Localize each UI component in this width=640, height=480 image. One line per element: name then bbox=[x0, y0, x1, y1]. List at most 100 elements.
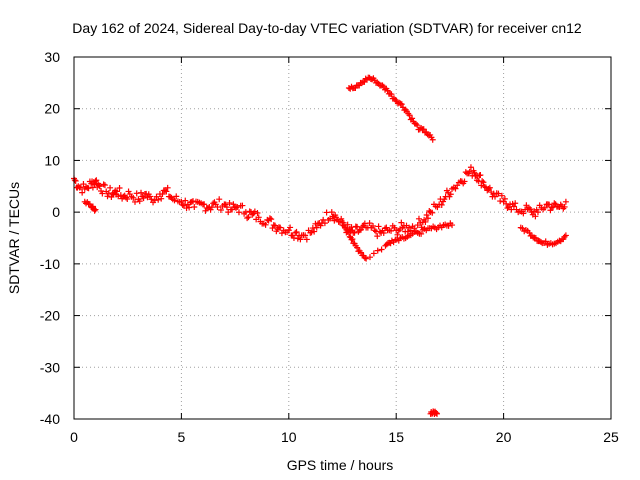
data-point bbox=[153, 193, 160, 200]
data-point bbox=[302, 232, 309, 239]
data-point bbox=[449, 222, 456, 229]
data-point bbox=[532, 235, 539, 241]
x-tick-label: 25 bbox=[603, 429, 619, 445]
data-point bbox=[414, 122, 421, 129]
data-point bbox=[434, 410, 441, 417]
data-point bbox=[348, 224, 355, 231]
y-tick-label: 30 bbox=[44, 49, 60, 65]
data-point bbox=[423, 212, 430, 219]
data-point bbox=[527, 206, 534, 213]
data-point bbox=[242, 209, 249, 216]
data-point bbox=[546, 201, 553, 208]
data-point bbox=[438, 201, 445, 208]
data-point bbox=[208, 204, 215, 211]
data-point bbox=[297, 236, 304, 243]
data-point bbox=[216, 196, 223, 203]
data-point bbox=[93, 177, 100, 184]
data-point bbox=[244, 215, 251, 222]
data-point bbox=[116, 185, 123, 192]
data-point bbox=[287, 224, 294, 231]
data-point bbox=[548, 204, 555, 211]
x-tick-label: 5 bbox=[178, 429, 186, 445]
data-point bbox=[101, 182, 108, 189]
data-point bbox=[415, 215, 422, 222]
data-point bbox=[357, 226, 364, 233]
data-point bbox=[164, 184, 171, 191]
data-point bbox=[504, 205, 511, 212]
data-point bbox=[406, 112, 413, 119]
axis-ticks: 0 5 10 15 20 25 30 20 10 0 -10 -20 -30 -40 bbox=[40, 49, 619, 445]
data-point bbox=[345, 229, 352, 236]
data-point bbox=[191, 203, 198, 210]
y-tick-label: -40 bbox=[40, 411, 60, 427]
data-point bbox=[562, 198, 569, 205]
data-point bbox=[246, 208, 253, 215]
data-point bbox=[277, 224, 284, 231]
data-point bbox=[384, 87, 391, 94]
data-point bbox=[478, 182, 485, 189]
data-point bbox=[354, 244, 361, 251]
data-point bbox=[113, 188, 120, 195]
data-point bbox=[366, 220, 373, 227]
data-point bbox=[223, 204, 230, 211]
data-point bbox=[255, 214, 262, 221]
data-point bbox=[178, 198, 185, 205]
data-point bbox=[104, 193, 111, 200]
data-point bbox=[418, 224, 425, 231]
y-tick-label: -20 bbox=[40, 308, 60, 324]
data-point bbox=[404, 228, 411, 235]
data-points bbox=[71, 74, 569, 417]
y-axis-label: SDTVAR / TECUs bbox=[6, 182, 22, 294]
data-point bbox=[561, 203, 568, 210]
data-point bbox=[397, 100, 404, 107]
data-point bbox=[130, 194, 137, 201]
data-point bbox=[100, 181, 107, 188]
data-point bbox=[293, 228, 300, 235]
data-point bbox=[363, 255, 370, 262]
data-point bbox=[234, 203, 241, 210]
data-point bbox=[480, 179, 487, 186]
y-tick-label: -30 bbox=[40, 359, 60, 375]
data-point bbox=[201, 201, 208, 208]
data-point bbox=[512, 200, 519, 207]
data-point bbox=[495, 190, 502, 197]
x-tick-label: 0 bbox=[70, 429, 78, 445]
data-point bbox=[486, 184, 493, 191]
data-point bbox=[239, 202, 246, 209]
data-point bbox=[321, 220, 328, 227]
data-point bbox=[71, 177, 78, 184]
data-point bbox=[412, 120, 419, 127]
data-point bbox=[249, 211, 256, 218]
data-point bbox=[388, 91, 395, 98]
data-point bbox=[498, 192, 505, 199]
data-point bbox=[380, 230, 387, 237]
y-tick-label: 0 bbox=[52, 204, 60, 220]
data-point bbox=[485, 185, 492, 192]
x-axis-label: GPS time / hours bbox=[287, 457, 394, 473]
data-point bbox=[266, 215, 273, 222]
data-point bbox=[562, 232, 569, 239]
data-point bbox=[366, 254, 373, 261]
y-tick-label: 10 bbox=[44, 152, 60, 168]
data-point bbox=[124, 196, 131, 203]
data-point bbox=[148, 196, 155, 203]
data-point bbox=[398, 101, 405, 108]
data-point bbox=[433, 410, 440, 417]
data-point bbox=[532, 213, 539, 220]
data-point bbox=[222, 201, 229, 208]
data-point bbox=[77, 184, 84, 191]
data-point bbox=[374, 79, 381, 86]
data-point bbox=[214, 204, 221, 211]
data-point bbox=[467, 164, 474, 171]
data-point bbox=[320, 216, 327, 223]
data-point bbox=[541, 204, 548, 211]
data-point bbox=[422, 218, 429, 225]
data-point bbox=[92, 206, 99, 213]
data-point bbox=[79, 189, 86, 196]
data-point bbox=[447, 191, 454, 198]
data-point bbox=[285, 227, 292, 234]
data-point bbox=[340, 219, 347, 226]
y-tick-label: 20 bbox=[44, 101, 60, 117]
data-point bbox=[96, 183, 103, 190]
